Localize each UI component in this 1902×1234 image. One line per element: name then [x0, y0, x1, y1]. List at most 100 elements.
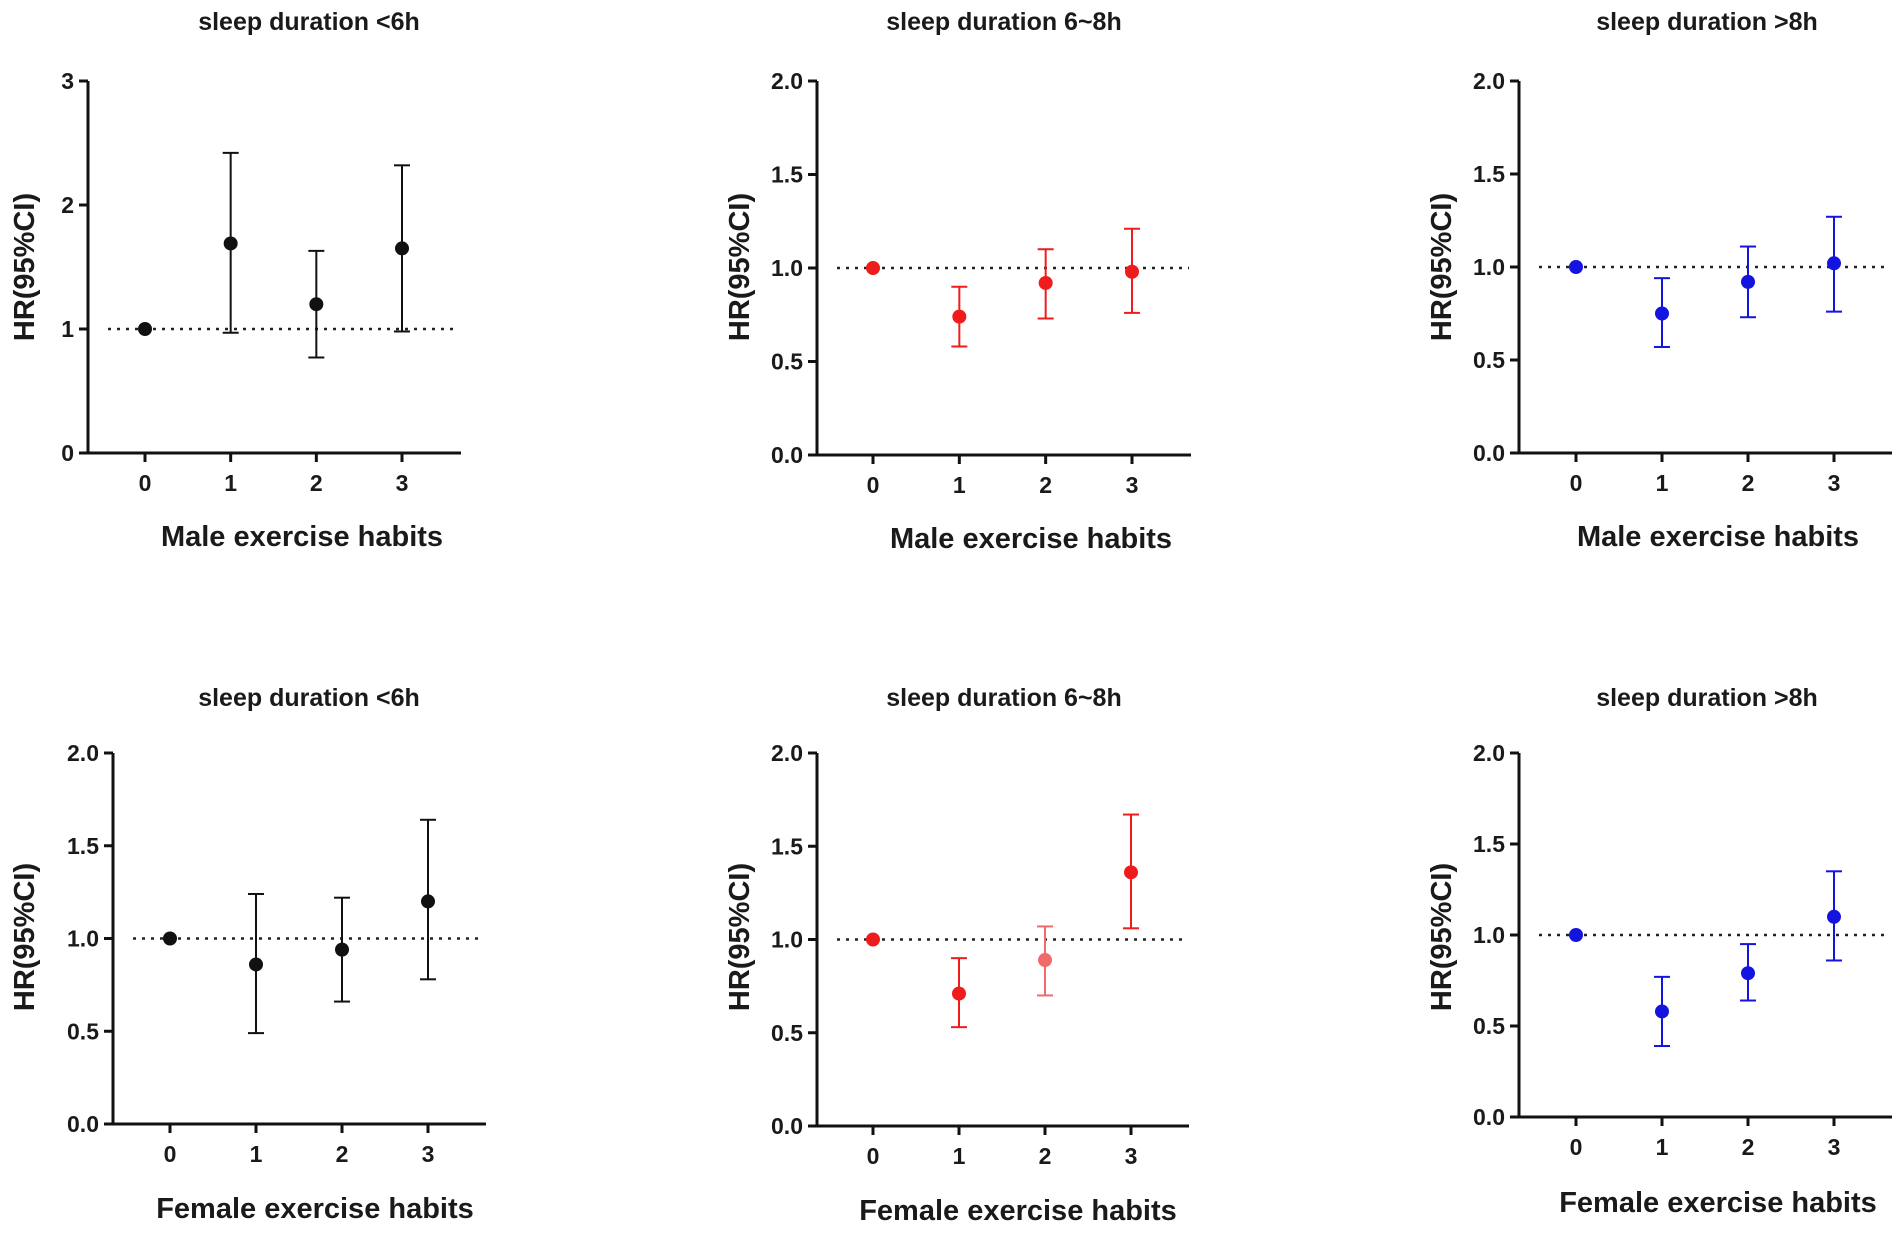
- data-point: [223, 236, 238, 251]
- x-tick-label: 3: [422, 1141, 435, 1167]
- x-tick-label: 1: [953, 472, 966, 498]
- data-point: [1569, 260, 1583, 274]
- x-axis-label: Male exercise habits: [1577, 521, 1859, 553]
- y-tick-label: 0.0: [771, 1113, 803, 1139]
- y-tick-label: 1.5: [67, 833, 99, 859]
- x-tick-label: 0: [867, 472, 880, 498]
- data-point: [309, 297, 324, 312]
- y-tick-label: 0.0: [1473, 1104, 1505, 1130]
- y-tick-label: 1.5: [1473, 831, 1505, 857]
- data-point: [952, 309, 967, 324]
- chart-panel: sleep duration 6~8h HR(95%CI) 0.0 0.5 1.0 1.5…: [724, 684, 1189, 1227]
- x-tick-label: 3: [1126, 472, 1139, 498]
- x-tick-label: 3: [1828, 1134, 1841, 1160]
- x-tick-label: 3: [1125, 1143, 1138, 1169]
- y-tick-label: 1.0: [771, 255, 803, 281]
- data-point: [1827, 909, 1841, 924]
- x-axis-label: Male exercise habits: [890, 523, 1172, 555]
- chart-title: sleep duration <6h: [198, 8, 420, 36]
- x-tick-label: 0: [1570, 1134, 1583, 1160]
- data-point: [395, 241, 409, 256]
- x-tick-label: 1: [1656, 1134, 1669, 1160]
- y-tick-label: 0.0: [67, 1111, 99, 1137]
- data-point: [1827, 256, 1841, 271]
- y-tick-label: 0.5: [67, 1018, 99, 1044]
- data-point: [421, 894, 435, 909]
- chart-title: sleep duration >8h: [1596, 8, 1818, 36]
- chart-title: sleep duration 6~8h: [886, 8, 1122, 36]
- data-point: [1125, 264, 1139, 279]
- x-tick-label: 2: [1742, 470, 1755, 496]
- data-point: [1124, 865, 1138, 880]
- data-point: [1038, 275, 1053, 290]
- y-axis-label: HR(95%CI): [9, 193, 41, 341]
- y-axis-label: HR(95%CI): [724, 863, 756, 1011]
- x-tick-label: 1: [1656, 470, 1669, 496]
- x-axis-label: Female exercise habits: [156, 1193, 474, 1225]
- y-axis-label: HR(95%CI): [1426, 863, 1458, 1011]
- y-axis-label: HR(95%CI): [9, 863, 41, 1011]
- y-tick-label: 0.0: [1473, 440, 1505, 466]
- y-tick-label: 1.5: [771, 162, 803, 188]
- y-tick-label: 1.0: [771, 927, 803, 953]
- y-tick-label: 2.0: [771, 740, 803, 766]
- x-tick-label: 0: [1570, 470, 1583, 496]
- chart-panel: sleep duration <6h HR(95%CI) 0.0 0.5 1.0 1.5 2…: [9, 684, 486, 1225]
- x-tick-label: 1: [953, 1143, 966, 1169]
- y-tick-label: 2.0: [771, 68, 803, 94]
- data-point: [1655, 1004, 1669, 1019]
- x-tick-label: 3: [396, 470, 409, 496]
- x-axis-label: Female exercise habits: [1559, 1187, 1877, 1219]
- chart-title: sleep duration 6~8h: [886, 684, 1122, 712]
- data-point: [1655, 306, 1669, 321]
- chart-panel: sleep duration >8h HR(95%CI) 0.0 0.5 1.0 1.5 2…: [1426, 684, 1892, 1219]
- y-tick-label: 0.5: [1473, 347, 1505, 373]
- y-tick-label: 1.5: [771, 833, 803, 859]
- y-tick-label: 3: [61, 68, 74, 94]
- data-point: [1741, 274, 1755, 289]
- x-tick-label: 2: [1039, 1143, 1052, 1169]
- chart-panel: sleep duration >8h HR(95%CI) 0.0 0.5 1.0 1.5 2…: [1426, 8, 1892, 553]
- x-tick-label: 0: [164, 1141, 177, 1167]
- x-axis-label: Male exercise habits: [161, 521, 443, 553]
- data-point: [866, 261, 880, 275]
- data-point: [952, 986, 966, 1001]
- data-point: [1569, 928, 1583, 942]
- y-tick-label: 0.5: [1473, 1013, 1505, 1039]
- x-tick-label: 0: [867, 1143, 880, 1169]
- y-tick-label: 2.0: [1473, 68, 1505, 94]
- y-tick-label: 1.0: [1473, 922, 1505, 948]
- data-point: [1741, 966, 1755, 981]
- x-tick-label: 0: [139, 470, 152, 496]
- data-point: [163, 931, 177, 946]
- y-axis-label: HR(95%CI): [1426, 193, 1458, 341]
- x-tick-label: 2: [1742, 1134, 1755, 1160]
- data-point: [335, 942, 349, 957]
- x-tick-label: 2: [1039, 472, 1052, 498]
- y-tick-label: 2: [61, 192, 74, 218]
- y-tick-label: 2.0: [1473, 740, 1505, 766]
- y-tick-label: 0.0: [771, 442, 803, 468]
- x-tick-label: 1: [250, 1141, 263, 1167]
- y-tick-label: 0.5: [771, 349, 803, 375]
- x-tick-label: 2: [310, 470, 323, 496]
- y-tick-label: 0: [61, 440, 74, 466]
- x-axis-label: Female exercise habits: [859, 1195, 1177, 1227]
- data-point: [1038, 953, 1052, 968]
- data-point: [249, 957, 263, 972]
- data-point: [866, 932, 880, 947]
- chart-panel: sleep duration 6~8h HR(95%CI) 0.0 0.5 1.0 1.5…: [724, 8, 1191, 555]
- x-tick-label: 1: [224, 470, 237, 496]
- data-point: [138, 322, 152, 336]
- chart-panel: sleep duration <6h HR(95%CI) 0 1 2 3 0 1 2 3 Male …: [9, 8, 461, 553]
- y-axis-label: HR(95%CI): [724, 193, 756, 341]
- y-tick-label: 1.5: [1473, 161, 1505, 187]
- y-tick-label: 0.5: [771, 1020, 803, 1046]
- y-tick-label: 1: [61, 316, 74, 342]
- chart-title: sleep duration >8h: [1596, 684, 1818, 712]
- y-tick-label: 2.0: [67, 740, 99, 766]
- chart-title: sleep duration <6h: [198, 684, 420, 712]
- x-tick-label: 3: [1828, 470, 1841, 496]
- x-tick-label: 2: [336, 1141, 349, 1167]
